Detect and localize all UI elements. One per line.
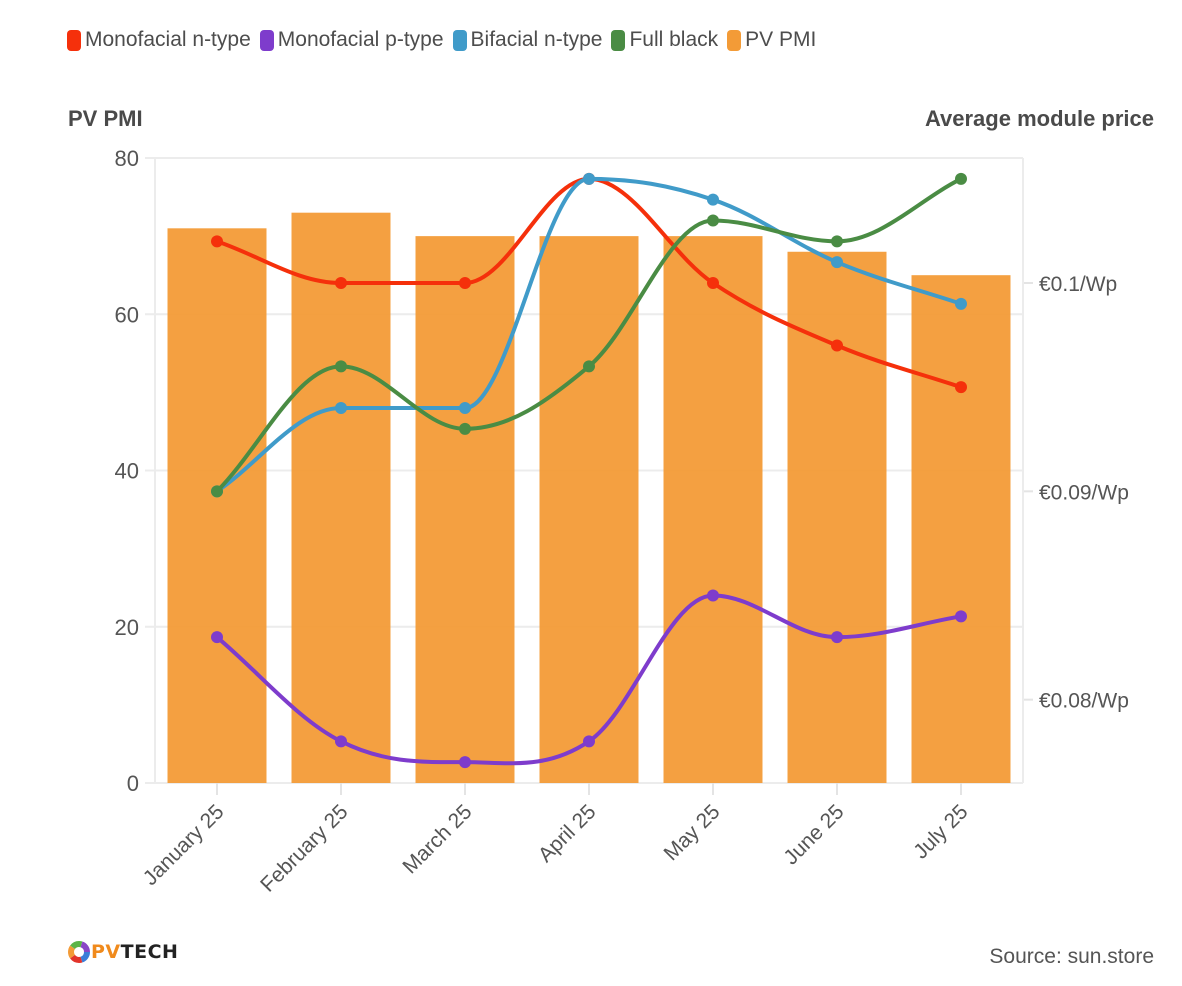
left-tick-label: 40 <box>115 459 139 484</box>
legend-item-monofacial-p-type[interactable]: Monofacial p-type <box>259 28 444 52</box>
legend-label: Monofacial p-type <box>277 28 444 51</box>
left-axis-title: PV PMI <box>68 106 143 131</box>
left-tick-label: 80 <box>115 146 139 171</box>
left-tick-label: 60 <box>115 302 139 327</box>
bar-pv-pmi <box>291 212 391 783</box>
point-monofacial-p-type <box>583 735 595 748</box>
right-tick-label: €0.09/Wp <box>1039 481 1129 504</box>
point-monofacial-p-type <box>335 735 347 748</box>
pvtech-logo: PVTECH <box>67 940 178 964</box>
bar-pv-pmi <box>415 236 515 783</box>
x-tick-label: June 25 <box>779 800 848 869</box>
point-monofacial-n-type <box>707 277 719 289</box>
bar-pv-pmi <box>911 275 1011 783</box>
point-full-black <box>583 360 595 373</box>
point-bifacial-n-type <box>583 172 595 185</box>
legend-item-full-black[interactable]: Full black <box>611 28 718 52</box>
point-bifacial-n-type <box>335 402 347 414</box>
legend-swatch <box>259 29 274 51</box>
point-full-black <box>335 360 347 373</box>
legend-swatch <box>452 29 467 51</box>
logo-pv: PV <box>91 941 121 963</box>
point-bifacial-n-type <box>459 402 471 414</box>
point-full-black <box>955 172 967 185</box>
left-tick-label: 20 <box>115 615 139 640</box>
x-tick-label: May 25 <box>660 800 725 865</box>
logo-tech: TECH <box>120 941 179 963</box>
lines <box>211 172 967 769</box>
point-monofacial-n-type <box>335 277 347 289</box>
source-note: Source: sun.store <box>989 945 1154 968</box>
point-full-black <box>707 214 719 227</box>
bar-pv-pmi <box>663 236 763 783</box>
point-bifacial-n-type <box>831 256 843 269</box>
legend-swatch <box>67 29 81 51</box>
point-bifacial-n-type <box>955 297 967 310</box>
x-tick-label: January 25 <box>139 800 229 890</box>
legend-item-bifacial-n-type[interactable]: Bifacial n-type <box>452 28 603 52</box>
point-monofacial-p-type <box>707 589 719 602</box>
right-axis-title: Average module price <box>924 106 1154 131</box>
left-tick-label: 0 <box>127 771 139 796</box>
point-full-black <box>211 485 223 498</box>
point-monofacial-n-type <box>459 277 471 289</box>
point-monofacial-p-type <box>831 631 843 644</box>
x-tick-label: February 25 <box>256 800 352 896</box>
x-tick-label: April 25 <box>534 800 601 867</box>
legend-swatch <box>727 29 742 51</box>
legend: Monofacial n-type Monofacial p-type Bifa… <box>67 28 825 52</box>
point-bifacial-n-type <box>707 193 719 206</box>
x-tick-label: March 25 <box>398 800 476 878</box>
point-monofacial-n-type <box>955 381 967 394</box>
point-full-black <box>459 422 471 435</box>
legend-label: Bifacial n-type <box>470 28 603 51</box>
right-tick-label: €0.08/Wp <box>1039 690 1129 713</box>
legend-swatch <box>611 29 626 51</box>
x-tick-label: July 25 <box>909 800 972 863</box>
point-monofacial-n-type <box>831 339 843 352</box>
point-monofacial-n-type <box>211 235 223 248</box>
bar-pv-pmi <box>167 228 267 783</box>
point-full-black <box>831 235 843 248</box>
legend-item-monofacial-n-type[interactable]: Monofacial n-type <box>67 28 251 52</box>
right-tick-label: €0.1/Wp <box>1039 273 1117 296</box>
point-monofacial-p-type <box>459 756 471 769</box>
legend-item-pv-pmi[interactable]: PV PMI <box>727 28 816 52</box>
bars <box>167 212 1011 783</box>
pvtech-ring-icon <box>68 941 90 963</box>
legend-label: Full black <box>629 28 719 51</box>
point-monofacial-p-type <box>955 610 967 623</box>
legend-label: PV PMI <box>745 28 817 51</box>
point-monofacial-p-type <box>211 631 223 644</box>
logo-text: PVTECH <box>91 941 178 963</box>
legend-label: Monofacial n-type <box>85 28 251 51</box>
